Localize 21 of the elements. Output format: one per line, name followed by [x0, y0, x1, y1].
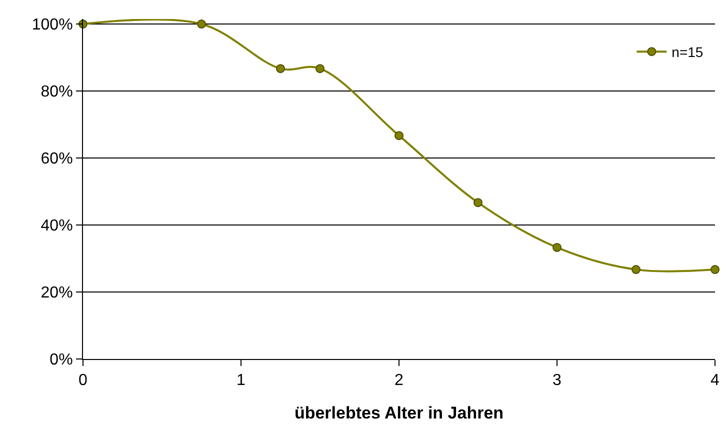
y-tick-label: 40% — [40, 218, 73, 235]
point — [316, 64, 324, 74]
point — [552, 242, 562, 252]
point — [632, 265, 640, 274]
point — [394, 131, 404, 140]
x-axis-title: überlebtes Alter in Jahren — [294, 404, 504, 423]
point — [474, 198, 482, 208]
y-tick-label: 80% — [40, 84, 73, 101]
y-tick-label: 0% — [50, 352, 73, 369]
point — [197, 20, 206, 29]
y-tick-label: 100% — [32, 16, 73, 34]
y-tick-label: 60% — [40, 150, 73, 168]
legend-label: n=15 — [672, 44, 704, 60]
point — [710, 265, 720, 274]
x-tick-label: 4 — [710, 372, 720, 390]
point — [276, 64, 285, 74]
x-tick-label: 1 — [236, 372, 246, 390]
y-tick-label: 20% — [40, 284, 73, 302]
x-tick-label: 3 — [552, 372, 562, 390]
x-tick-label: 0 — [78, 372, 88, 390]
x-tick-label: 2 — [394, 372, 404, 390]
